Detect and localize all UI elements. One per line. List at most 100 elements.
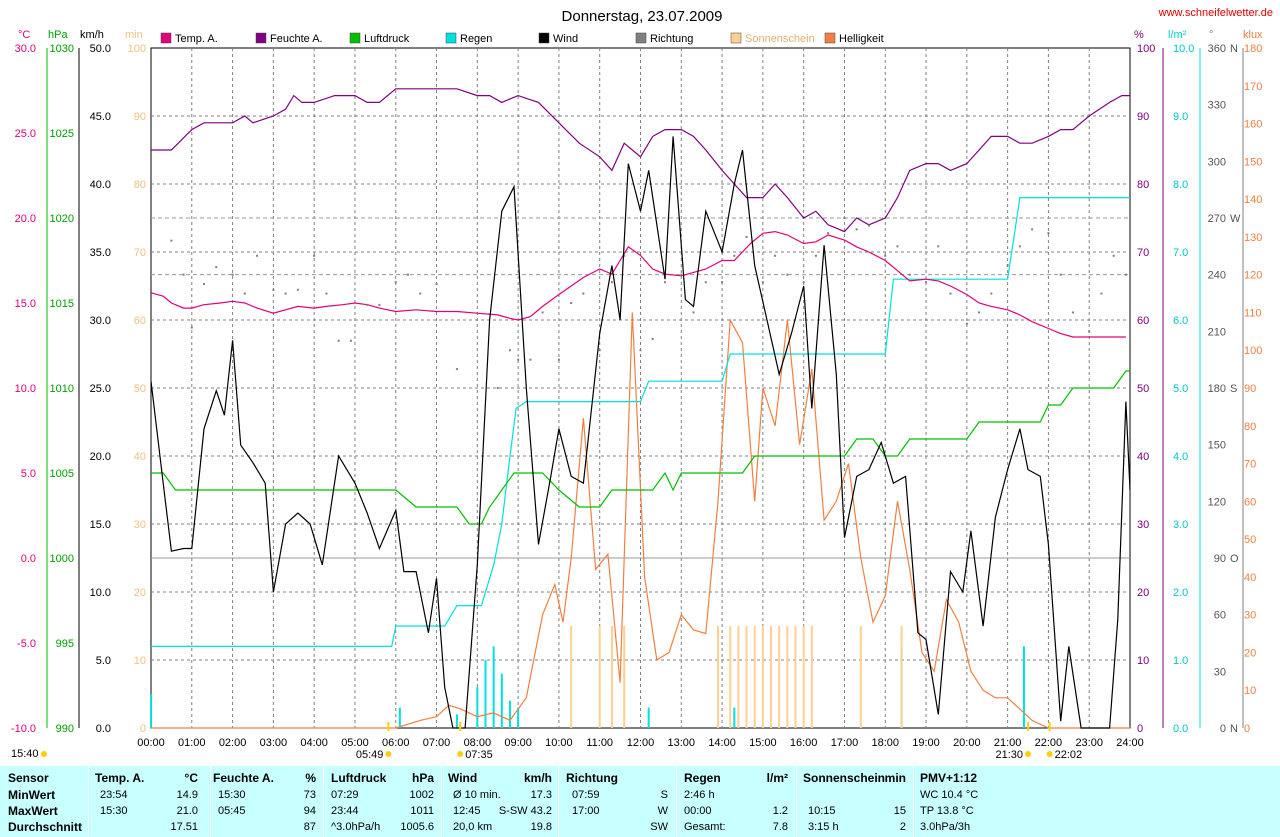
lux-tick: 60 bbox=[1244, 496, 1256, 508]
rain-tick: 4.0 bbox=[1173, 451, 1188, 463]
chart-title: Donnerstag, 23.07.2009 bbox=[562, 8, 723, 25]
stats-separator bbox=[796, 766, 797, 837]
richtung-point bbox=[394, 281, 397, 284]
richtung-point bbox=[325, 292, 328, 295]
pressure-tick: 1005 bbox=[50, 468, 74, 480]
richtung-point bbox=[704, 281, 707, 284]
humidity-tick: 90 bbox=[1137, 111, 1149, 123]
unit-min: min bbox=[125, 29, 143, 41]
wind-tick: 50.0 bbox=[90, 43, 111, 55]
stats-wind-value: 17.3 bbox=[530, 789, 552, 801]
helligkeit-line bbox=[151, 312, 1130, 729]
time-tick-label: 06:00 bbox=[382, 737, 410, 749]
rain-bar bbox=[455, 714, 458, 728]
sun-event-time: 07:35 bbox=[465, 749, 493, 761]
stats-separator bbox=[441, 766, 442, 837]
sun-icon bbox=[41, 751, 47, 757]
sonnenschein-bar bbox=[859, 626, 862, 728]
pressure-tick: 1020 bbox=[50, 213, 74, 225]
legend-swatch bbox=[635, 32, 647, 44]
richtung-point bbox=[272, 288, 275, 291]
stats-row-label: Durchschnitt bbox=[8, 820, 83, 834]
richtung-point bbox=[529, 358, 532, 361]
rain-tick: 7.0 bbox=[1173, 247, 1188, 259]
richtung-point bbox=[786, 273, 789, 276]
rain-bar bbox=[476, 687, 479, 728]
stats-wind-time: Ø 10 min. bbox=[453, 789, 501, 801]
min-tick: 20 bbox=[134, 587, 146, 599]
time-tick-label: 01:00 bbox=[178, 737, 206, 749]
time-tick-label: 12:00 bbox=[627, 737, 655, 749]
unit-temp: °C bbox=[18, 29, 30, 41]
time-tick-label: 15:00 bbox=[749, 737, 777, 749]
min-tick: 80 bbox=[134, 179, 146, 191]
legend-swatch bbox=[730, 32, 742, 44]
time-tick-label: 19:00 bbox=[912, 737, 940, 749]
stats-rain-time: Gesamt: bbox=[684, 821, 726, 833]
richtung-point bbox=[349, 339, 352, 342]
richtung-point bbox=[884, 254, 887, 257]
temp-tick: -10.0 bbox=[11, 723, 36, 735]
min-tick: 60 bbox=[134, 315, 146, 327]
rain-bar bbox=[500, 673, 503, 728]
stats-temp-time: 15:30 bbox=[100, 805, 128, 817]
richtung-point bbox=[802, 281, 805, 284]
lux-tick: 70 bbox=[1244, 459, 1256, 471]
stats-header-unit: % bbox=[305, 771, 316, 785]
direction-tick: 300 bbox=[1208, 156, 1226, 168]
time-tick-label: 18:00 bbox=[871, 737, 899, 749]
stats-rain-value: 7.8 bbox=[772, 821, 788, 833]
stats-rain-value: 1.2 bbox=[772, 805, 788, 817]
direction-letter: O bbox=[1230, 553, 1239, 565]
sonnenschein-bar bbox=[802, 626, 805, 728]
stats-header: Feuchte A. bbox=[213, 771, 274, 785]
stats-humidity-value: 73 bbox=[303, 789, 316, 801]
stats-direction-time: 07:59 bbox=[572, 789, 600, 801]
sonnenschein-bar bbox=[753, 626, 756, 728]
rain-bar bbox=[484, 660, 487, 728]
unit-wind: km/h bbox=[80, 29, 104, 41]
richtung-point bbox=[243, 292, 246, 295]
rain-bar bbox=[150, 694, 152, 728]
pressure-tick: 1010 bbox=[50, 383, 74, 395]
time-tick-label: 09:00 bbox=[504, 737, 532, 749]
stats-humidity-time: 15:30 bbox=[218, 789, 246, 801]
stats-row-label: MinWert bbox=[8, 788, 56, 802]
richtung-point bbox=[843, 217, 846, 219]
sun-event-time: 21:30 bbox=[995, 749, 1023, 761]
rain-tick: 10.0 bbox=[1173, 43, 1194, 55]
legend-label: Richtung bbox=[650, 33, 693, 45]
temp-tick: 30.0 bbox=[15, 43, 36, 55]
richtung-point bbox=[231, 273, 234, 276]
richtung-point bbox=[419, 292, 422, 295]
stats-pressure-value: 1002 bbox=[409, 789, 434, 801]
humidity-tick: 100 bbox=[1137, 43, 1155, 55]
unit-humidity: % bbox=[1134, 29, 1144, 41]
regen-line bbox=[151, 197, 1130, 647]
stats-separator bbox=[210, 766, 211, 837]
pressure-tick: 990 bbox=[56, 723, 74, 735]
time-tick-label: 05:00 bbox=[341, 737, 369, 749]
left-axes: 30.025.020.015.010.05.00.0-5.0-10.010301… bbox=[11, 43, 146, 735]
stats-direction-value: SW bbox=[650, 821, 668, 833]
humidity-tick: 70 bbox=[1137, 247, 1149, 259]
sonnenschein-bar bbox=[745, 626, 748, 728]
pressure-tick: 1000 bbox=[50, 553, 74, 565]
direction-tick: 150 bbox=[1208, 440, 1226, 452]
sonnenschein-bar bbox=[623, 626, 626, 728]
direction-tick: 360 bbox=[1208, 43, 1226, 55]
stats-sun-time: 3:15 h bbox=[808, 821, 839, 833]
legend-label: Wind bbox=[553, 33, 578, 45]
rain-bar bbox=[492, 646, 495, 728]
lux-tick: 100 bbox=[1244, 345, 1262, 357]
stats-rain-time: 00:00 bbox=[684, 805, 712, 817]
richtung-point bbox=[1124, 273, 1127, 276]
stats-temp-value: 14.9 bbox=[176, 789, 198, 801]
stats-direction-value: S bbox=[660, 789, 668, 801]
richtung-point bbox=[990, 292, 993, 295]
pressure-tick: 1015 bbox=[50, 298, 74, 310]
richtung-point bbox=[1018, 245, 1021, 248]
lux-tick: 160 bbox=[1244, 119, 1262, 131]
min-tick: 100 bbox=[128, 43, 146, 55]
sonnenschein-bar bbox=[737, 626, 740, 728]
